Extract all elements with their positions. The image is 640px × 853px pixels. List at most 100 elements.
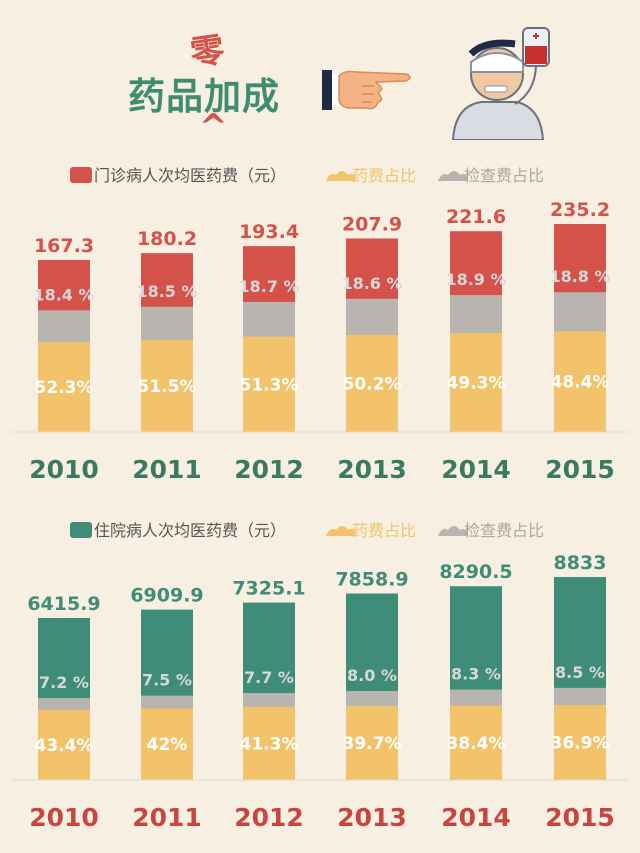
bar-group-2015: 235.2 18.8 % 48.4% 2015 <box>545 199 615 484</box>
bar-group-2011: 6909.9 7.5 % 42% 2011 <box>130 585 203 832</box>
bar-drug-share <box>346 334 398 432</box>
legend-swatch-exam <box>438 171 468 181</box>
year-tick-label: 2012 <box>234 803 304 832</box>
drug-ratio-label: 51.5% <box>138 377 197 397</box>
exam-ratio-label: 18.4 % <box>33 285 94 304</box>
page-title: 药品加成 <box>128 75 280 118</box>
exam-ratio-label: 18.9 % <box>445 270 506 289</box>
bar-group-2014: 221.6 18.9 % 49.3% 2014 <box>441 206 511 484</box>
drug-ratio-label: 38.4% <box>447 734 506 754</box>
bar-total <box>243 602 295 694</box>
year-tick-label: 2014 <box>441 803 511 832</box>
bar-exam-share <box>450 689 502 707</box>
total-value-label: 8833 <box>554 552 607 574</box>
total-value-label: 235.2 <box>550 199 610 221</box>
header: 零 药品加成 ^ <box>0 0 640 150</box>
year-tick-label: 2010 <box>29 803 99 832</box>
exam-ratio-label: 18.6 % <box>341 274 402 293</box>
drug-ratio-label: 41.3% <box>240 734 299 754</box>
legend-swatch-total <box>70 167 92 183</box>
bar-total <box>141 609 193 697</box>
bar-drug-share <box>38 342 90 432</box>
bar-exam-share <box>243 301 295 338</box>
exam-ratio-label: 7.2 % <box>39 673 89 692</box>
legend-swatch-drug <box>326 171 356 181</box>
bar-drug-share <box>450 705 502 780</box>
exam-ratio-label: 7.7 % <box>244 668 294 687</box>
year-tick-label: 2015 <box>545 455 615 484</box>
drug-ratio-label: 49.3% <box>447 374 506 394</box>
year-tick-label: 2011 <box>132 803 202 832</box>
bar-total <box>450 231 502 296</box>
year-tick-label: 2011 <box>132 455 202 484</box>
exam-ratio-label: 8.0 % <box>347 666 397 685</box>
bar-exam-share <box>450 295 502 334</box>
bar-group-2010: 6415.9 7.2 % 43.4% 2010 <box>27 593 100 832</box>
bar-exam-share <box>346 691 398 707</box>
bar-drug-share <box>38 709 90 780</box>
bar-exam-share <box>38 310 90 343</box>
bar-group-2010: 167.3 18.4 % 52.3% 2010 <box>29 235 99 484</box>
legend-label-total: 住院病人次均医药费（元） <box>94 521 286 540</box>
bar-drug-share <box>554 705 606 780</box>
total-value-label: 8290.5 <box>439 561 512 583</box>
bar-exam-share <box>141 306 193 341</box>
bar-drug-share <box>450 333 502 432</box>
total-value-label: 193.4 <box>239 221 299 243</box>
year-tick-label: 2012 <box>234 455 304 484</box>
total-value-label: 6415.9 <box>27 593 100 615</box>
total-value-label: 180.2 <box>137 228 197 250</box>
legend-swatch-drug <box>326 526 356 536</box>
bar-total <box>346 238 398 300</box>
drug-ratio-label: 51.3% <box>240 375 299 395</box>
bar-drug-share <box>243 706 295 780</box>
bar-exam-share <box>554 292 606 332</box>
bar-exam-share <box>38 698 90 711</box>
bar-total <box>38 260 90 311</box>
exam-ratio-label: 18.7 % <box>238 277 299 296</box>
legend-swatch-total <box>70 522 92 538</box>
pointing-hand-icon <box>322 70 411 110</box>
year-tick-label: 2015 <box>545 803 615 832</box>
exam-ratio-label: 7.5 % <box>142 671 192 690</box>
drug-ratio-label: 39.7% <box>343 734 402 754</box>
year-tick-label: 2010 <box>29 455 99 484</box>
drug-ratio-label: 52.3% <box>35 378 94 398</box>
bar-group-2011: 180.2 18.5 % 51.5% 2011 <box>132 228 202 484</box>
bar-drug-share <box>243 336 295 432</box>
bar-group-2015: 8833 8.5 % 36.9% 2015 <box>545 552 615 832</box>
bar-exam-share <box>346 298 398 336</box>
legend-label-drug: 药费占比 <box>352 521 416 540</box>
inpatient-cost-chart: 住院病人次均医药费（元） 药费占比 检查费占比 6415.9 7.2 % 43.4% 201… <box>12 521 628 832</box>
bar-exam-share <box>554 687 606 706</box>
bar-group-2012: 193.4 18.7 % 51.3% 2012 <box>234 221 304 484</box>
year-tick-label: 2013 <box>337 455 407 484</box>
bar-drug-share <box>346 705 398 780</box>
drug-ratio-label: 36.9% <box>551 734 610 754</box>
patient-iv-drip-icon <box>451 27 550 140</box>
exam-ratio-label: 8.3 % <box>451 664 501 683</box>
total-value-label: 167.3 <box>34 235 94 257</box>
bar-total <box>554 577 606 689</box>
bar-total <box>243 246 295 303</box>
total-value-label: 7858.9 <box>335 569 408 591</box>
legend-label-total: 门诊病人次均医药费（元） <box>94 166 286 185</box>
year-tick-label: 2014 <box>441 455 511 484</box>
total-value-label: 221.6 <box>446 206 506 228</box>
legend-label-exam: 检查费占比 <box>464 521 544 540</box>
bar-exam-share <box>141 695 193 709</box>
bar-drug-share <box>554 331 606 432</box>
legend-swatch-exam <box>438 526 468 536</box>
bar-exam-share <box>243 693 295 708</box>
total-value-label: 7325.1 <box>232 578 305 600</box>
exam-ratio-label: 18.5 % <box>136 282 197 301</box>
drug-ratio-label: 43.4% <box>35 736 94 756</box>
bar-total <box>554 224 606 293</box>
bar-drug-share <box>141 339 193 432</box>
bar-total <box>450 586 502 690</box>
bar-group-2014: 8290.5 8.3 % 38.4% 2014 <box>439 561 512 832</box>
bar-group-2013: 7858.9 8.0 % 39.7% 2013 <box>335 569 408 832</box>
bar-total <box>346 593 398 692</box>
exam-ratio-label: 8.5 % <box>555 663 605 682</box>
legend-label-exam: 检查费占比 <box>464 166 544 185</box>
